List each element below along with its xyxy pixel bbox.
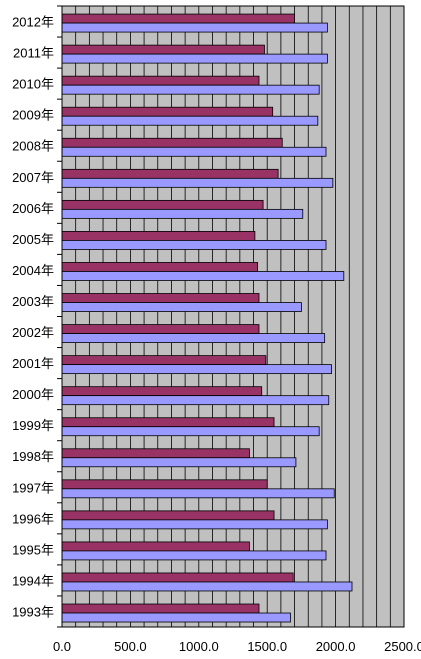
x-tick-label: 0.0 <box>53 639 71 654</box>
bar-series1 <box>61 479 268 490</box>
bar-series1 <box>61 44 265 55</box>
y-tick-label: 2008年 <box>12 139 54 154</box>
bar-series2 <box>61 333 326 343</box>
y-tick-label: 2010年 <box>12 77 54 92</box>
y-tick-label: 2007年 <box>12 170 54 185</box>
bar-series1 <box>61 541 250 552</box>
bar-series1 <box>61 199 264 210</box>
x-tick-label: 1000.0 <box>179 639 219 654</box>
bar-series1 <box>61 603 260 614</box>
bar-series1 <box>61 417 275 428</box>
bar-series1 <box>61 231 256 241</box>
bar-series2 <box>61 488 335 499</box>
bar-series1 <box>61 386 263 397</box>
x-tick-label: 2500.0 <box>384 639 421 654</box>
bar-series1 <box>61 75 260 86</box>
bar-series1 <box>61 168 279 179</box>
bar-series2 <box>61 612 291 623</box>
y-tick-label: 2012年 <box>12 15 54 30</box>
bar-series2 <box>61 550 327 561</box>
bar-series1 <box>61 510 275 521</box>
bar-series1 <box>61 293 260 303</box>
bar-series1 <box>61 324 260 334</box>
bar-series2 <box>61 426 320 437</box>
x-tick-label: 1500.0 <box>247 639 287 654</box>
plot-border <box>61 5 405 628</box>
bar-series1 <box>61 137 283 148</box>
bar-series2 <box>61 519 328 530</box>
y-tick-label: 1994年 <box>12 573 54 588</box>
bar-series2 <box>61 53 328 64</box>
y-tick-label: 1995年 <box>12 542 54 557</box>
y-tick-label: 1999年 <box>12 418 54 433</box>
bar-series1 <box>61 262 259 272</box>
y-tick-label: 1998年 <box>12 449 54 464</box>
bar-series2 <box>61 302 302 312</box>
bar-series2 <box>61 115 319 126</box>
y-tick-label: 2004年 <box>12 263 54 278</box>
bar-series2 <box>61 271 345 281</box>
y-tick-label: 2002年 <box>12 325 54 340</box>
bar-series2 <box>61 240 327 250</box>
bar-series2 <box>61 581 353 592</box>
y-tick-label: 2005年 <box>12 232 54 247</box>
bar-series2 <box>61 457 297 468</box>
y-tick-label: 2009年 <box>12 108 54 123</box>
bar-series1 <box>61 448 250 459</box>
bar-series1 <box>61 106 274 117</box>
bar-series1 <box>61 355 267 366</box>
bar-series2 <box>61 84 320 95</box>
y-tick-label: 2000年 <box>12 387 54 402</box>
plot-area <box>62 6 404 627</box>
bar-series1 <box>61 572 294 583</box>
x-tick-label: 2000.0 <box>316 639 356 654</box>
bar-series2 <box>61 146 327 157</box>
y-tick-label: 1996年 <box>12 511 54 526</box>
y-tick-label: 2006年 <box>12 201 54 216</box>
bar-series2 <box>61 22 328 33</box>
x-tick-label: 500.0 <box>114 639 147 654</box>
y-tick-label: 2011年 <box>13 46 54 61</box>
y-tick-label: 2003年 <box>12 294 54 309</box>
bar-series2 <box>61 177 334 188</box>
y-tick-label: 2001年 <box>12 356 54 371</box>
bar-series2 <box>61 364 332 375</box>
y-tick-label: 1993年 <box>12 604 54 619</box>
y-tick-label: 1997年 <box>12 480 54 495</box>
bar-series2 <box>61 208 304 219</box>
bar-series2 <box>61 395 330 406</box>
bar-series1 <box>61 13 295 24</box>
